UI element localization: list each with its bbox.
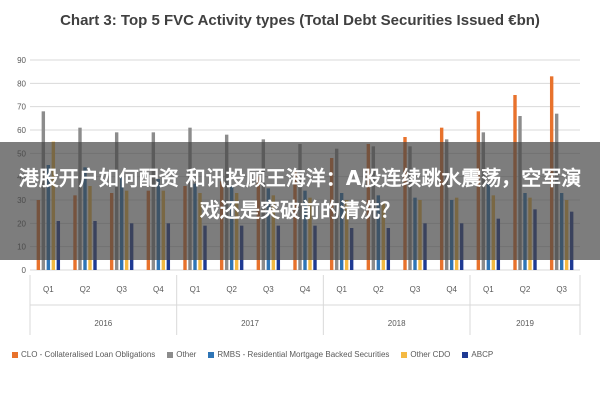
legend-swatch xyxy=(462,351,469,358)
legend-swatch xyxy=(12,351,18,358)
legend-label: CLO - Collateralised Loan Obligations xyxy=(21,350,156,359)
x-category-label: Q2 xyxy=(373,285,384,294)
overlay-headline: 港股开户如何配资 和讯投顾王海洋：A股连续跳水震荡，空军演戏还是突破前的清洗？ xyxy=(18,166,582,222)
x-category-label: Q2 xyxy=(80,285,91,294)
legend-item: CLO - Collateralised Loan Obligations xyxy=(12,350,155,359)
x-category-label: Q4 xyxy=(300,285,311,294)
x-group-label: 2016 xyxy=(94,319,112,328)
x-category-label: Q3 xyxy=(116,285,127,294)
y-tick-label: 90 xyxy=(17,56,26,65)
x-axis-groups: 2016 2017 2018 2019 xyxy=(29,275,581,335)
x-category-label: Q3 xyxy=(263,285,274,294)
legend-item: Other xyxy=(167,350,196,359)
x-group-label: 2018 xyxy=(388,319,406,328)
x-category-label: Q3 xyxy=(556,285,567,294)
x-category-label: Q2 xyxy=(226,285,237,294)
y-tick-label: 70 xyxy=(17,103,26,112)
watermark-overlay-band xyxy=(0,142,600,260)
legend-item: RMBS - Residential Mortgage Backed Secur… xyxy=(208,350,389,359)
x-category-label: Q3 xyxy=(410,285,421,294)
legend-swatch xyxy=(167,351,174,358)
y-tick-label: 80 xyxy=(17,79,26,88)
legend-item: ABCP xyxy=(462,350,493,359)
x-category-label: Q4 xyxy=(446,285,457,294)
x-category-label: Q1 xyxy=(483,285,494,294)
x-category-label: Q1 xyxy=(336,285,347,294)
legend-label: ABCP xyxy=(471,350,494,359)
chart-title: Chart 3: Top 5 FVC Activity types (Total… xyxy=(60,12,540,29)
x-axis-categories: Q1 Q2 Q3 Q4 Q1 Q2 Q3 Q4 Q1 Q2 Q3 Q4 Q1 Q2 Q3 xyxy=(43,285,568,294)
legend-label: Other xyxy=(176,350,197,359)
x-category-label: Q1 xyxy=(43,285,54,294)
legend-label: Other CDO xyxy=(410,350,451,359)
legend-swatch xyxy=(208,351,215,358)
x-group-label: 2019 xyxy=(516,319,534,328)
x-category-label: Q1 xyxy=(190,285,201,294)
legend-swatch xyxy=(401,351,408,358)
x-group-label: 2017 xyxy=(241,319,259,328)
y-tick-label: 60 xyxy=(17,126,26,135)
y-tick-label: 0 xyxy=(22,266,27,275)
chart-legend: CLO - Collateralised Loan Obligations Oth… xyxy=(12,350,592,359)
x-category-label: Q4 xyxy=(153,285,164,294)
x-category-label: Q2 xyxy=(520,285,531,294)
legend-label: RMBS - Residential Mortgage Backed Secur… xyxy=(217,350,390,359)
legend-item: Other CDO xyxy=(401,350,450,359)
